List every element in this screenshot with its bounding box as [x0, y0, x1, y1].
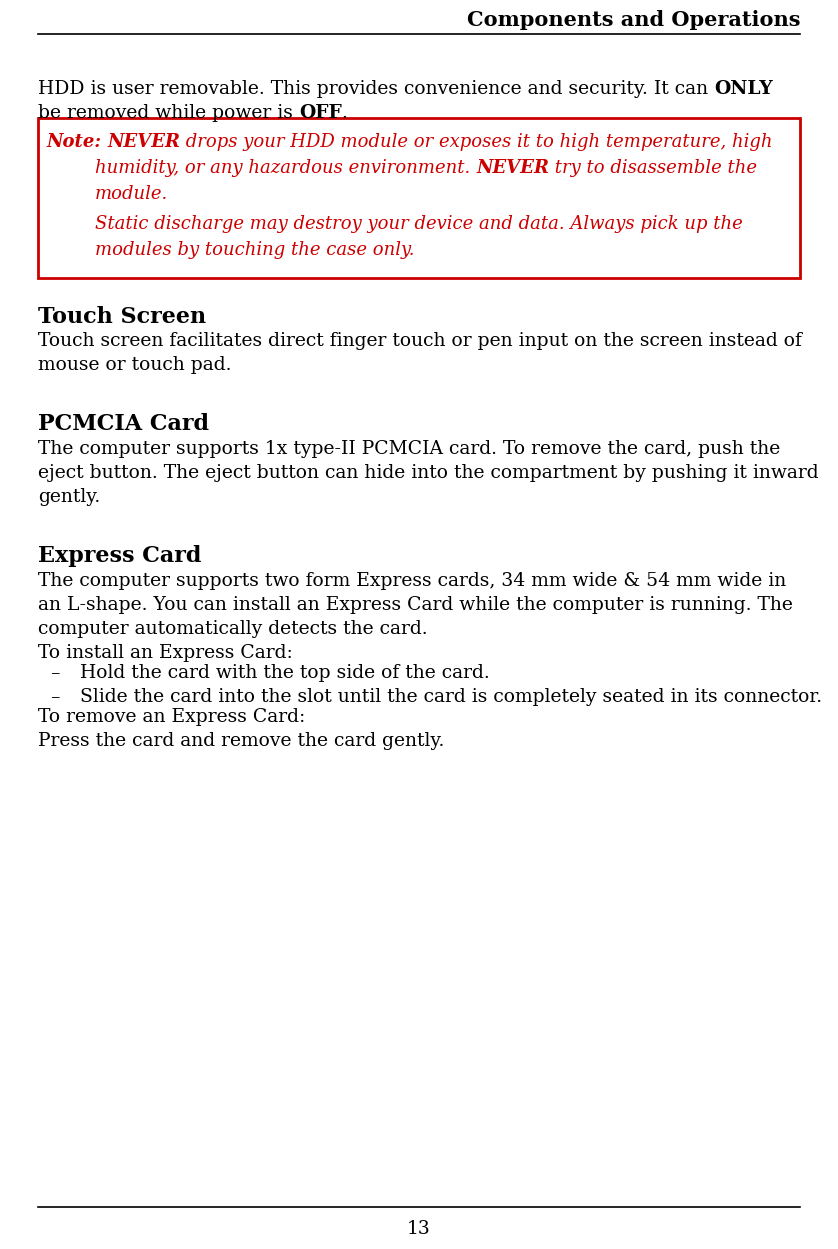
Text: humidity, or any hazardous environment.: humidity, or any hazardous environment.: [95, 159, 476, 177]
Text: drops your HDD module or exposes it to high temperature, high: drops your HDD module or exposes it to h…: [180, 132, 773, 151]
Text: The computer supports two form Express cards, 34 mm wide & 54 mm wide in: The computer supports two form Express c…: [38, 572, 786, 590]
Text: try to disassemble the: try to disassemble the: [549, 159, 757, 177]
Text: Touch Screen: Touch Screen: [38, 306, 206, 328]
Text: NEVER: NEVER: [476, 159, 549, 177]
Text: The computer supports 1x type-II PCMCIA card. To remove the card, push the: The computer supports 1x type-II PCMCIA …: [38, 440, 780, 458]
Text: Touch screen facilitates direct finger touch or pen input on the screen instead : Touch screen facilitates direct finger t…: [38, 332, 802, 350]
Text: PCMCIA Card: PCMCIA Card: [38, 413, 209, 435]
Text: eject button. The eject button can hide into the compartment by pushing it inwar: eject button. The eject button can hide …: [38, 463, 819, 482]
Text: Hold the card with the top side of the card.: Hold the card with the top side of the c…: [80, 664, 489, 682]
Text: To install an Express Card:: To install an Express Card:: [38, 644, 292, 662]
Text: be removed while power is: be removed while power is: [38, 104, 299, 122]
Text: Press the card and remove the card gently.: Press the card and remove the card gentl…: [38, 732, 444, 749]
Text: –: –: [50, 688, 59, 706]
Text: module.: module.: [95, 185, 168, 204]
Text: 13: 13: [407, 1220, 431, 1238]
Text: Note:: Note:: [46, 132, 107, 151]
Text: NEVER: NEVER: [107, 132, 180, 151]
Text: an L-shape. You can install an Express Card while the computer is running. The: an L-shape. You can install an Express C…: [38, 596, 793, 615]
Text: gently.: gently.: [38, 488, 101, 506]
Text: OFF: OFF: [299, 104, 342, 122]
Text: HDD is user removable. This provides convenience and security. It can: HDD is user removable. This provides con…: [38, 80, 714, 97]
Text: modules by touching the case only.: modules by touching the case only.: [95, 241, 415, 259]
Text: To remove an Express Card:: To remove an Express Card:: [38, 708, 305, 726]
Text: –: –: [50, 664, 59, 682]
Text: mouse or touch pad.: mouse or touch pad.: [38, 356, 231, 373]
Text: Static discharge may destroy your device and data. Always pick up the: Static discharge may destroy your device…: [95, 215, 742, 234]
FancyBboxPatch shape: [38, 117, 800, 279]
Text: computer automatically detects the card.: computer automatically detects the card.: [38, 620, 427, 638]
Text: Express Card: Express Card: [38, 545, 201, 567]
Text: .: .: [342, 104, 348, 122]
Text: Slide the card into the slot until the card is completely seated in its connecto: Slide the card into the slot until the c…: [80, 688, 822, 706]
Text: ONLY: ONLY: [714, 80, 773, 97]
Text: Components and Operations: Components and Operations: [467, 10, 800, 30]
